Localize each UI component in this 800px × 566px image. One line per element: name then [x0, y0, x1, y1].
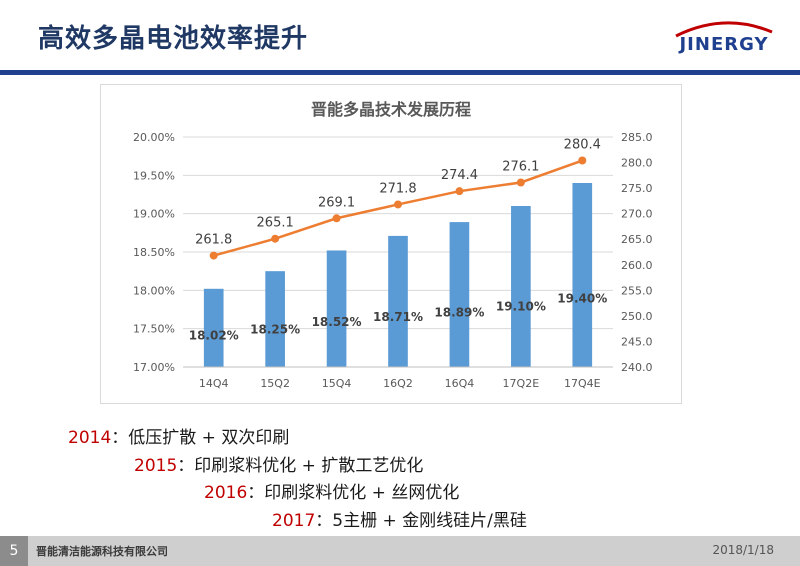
- bar-data-label: 18.89%: [434, 305, 484, 319]
- bar-data-label: 18.52%: [312, 315, 362, 329]
- bar-data-label: 18.02%: [189, 329, 239, 343]
- x-tick-label: 16Q2: [383, 377, 413, 390]
- milestone-year: 2015: [134, 456, 178, 476]
- y-left-tick-label: 17.00%: [133, 361, 175, 374]
- line-data-label: 265.1: [257, 216, 294, 231]
- line-point: [394, 200, 402, 209]
- footer-company: 晋能清洁能源科技有限公司: [36, 545, 168, 558]
- line-series: 261.8 265.1 269.1 271.8 274.4 276.1 280.4: [195, 138, 601, 260]
- line-point: [209, 251, 218, 260]
- footer-date: 2018/1/18: [712, 543, 774, 557]
- x-tick-label: 15Q4: [322, 377, 352, 390]
- page-number: 5: [0, 536, 28, 566]
- y-left-tick-label: 18.00%: [133, 284, 175, 297]
- line-data-label: 271.8: [379, 181, 416, 196]
- line-data-label: 280.4: [564, 138, 601, 153]
- y-right-tick-label: 280.0: [621, 157, 653, 170]
- milestone-2014: 2014：低压扩散 + 双次印刷: [68, 423, 289, 448]
- x-tick-label: 16Q4: [445, 377, 475, 390]
- line-point: [271, 234, 280, 243]
- milestone-year: 2016: [204, 483, 248, 503]
- y-right-tick-label: 255.0: [621, 284, 653, 297]
- bar: [203, 288, 224, 367]
- y-left-tick-label: 17.50%: [133, 323, 175, 336]
- y-left-tick-label: 20.00%: [133, 131, 175, 144]
- y-left-tick-label: 19.50%: [133, 169, 175, 182]
- chart-title: 晋能多晶技术发展历程: [311, 100, 471, 119]
- milestone-2015: 2015：印刷浆料优化 + 扩散工艺优化: [134, 451, 423, 476]
- y-right-tick-label: 265.0: [621, 233, 653, 246]
- milestone-2017: 2017：5主栅 + 金刚线硅片/黑硅: [272, 506, 527, 531]
- milestone-text: ：印刷浆料优化 + 丝网优化: [247, 483, 460, 503]
- y-right-tick-label: 270.0: [621, 208, 653, 221]
- slide-title: 高效多晶电池效率提升: [38, 24, 309, 54]
- line-data-label: 276.1: [502, 159, 539, 174]
- bar: [326, 250, 347, 367]
- y-right-tick-label: 245.0: [621, 335, 653, 348]
- y-right-tick-label: 285.0: [621, 131, 653, 144]
- y-right-tick-label: 275.0: [621, 182, 653, 195]
- y-left-tick-label: 19.00%: [133, 208, 175, 221]
- header-divider: [0, 70, 800, 75]
- line-point: [578, 156, 587, 165]
- bar: [449, 222, 470, 367]
- x-tick-label: 17Q2E: [503, 377, 540, 390]
- bar-data-label: 19.10%: [496, 300, 546, 314]
- milestone-text: ：印刷浆料优化 + 扩散工艺优化: [177, 456, 424, 476]
- line-point: [516, 178, 525, 187]
- x-tick-label: 14Q4: [199, 377, 229, 390]
- footer-bar: 5 晋能清洁能源科技有限公司 2018/1/18: [0, 536, 800, 566]
- bar: [388, 235, 408, 367]
- logo-arc-icon: [675, 21, 773, 38]
- milestone-year: 2017: [272, 511, 316, 531]
- milestone-text: ：5主栅 + 金刚线硅片/黑硅: [315, 511, 527, 531]
- chart-frame: 晋能多晶技术发展历程 18.02% 18.25% 18.52% 18.71% 18.89…: [100, 84, 682, 404]
- line-data-label: 274.4: [441, 168, 478, 183]
- y-right-tick-label: 250.0: [621, 310, 653, 323]
- bar-data-label: 18.71%: [373, 310, 423, 324]
- bar: [265, 271, 285, 367]
- bar: [572, 183, 593, 367]
- x-tick-label: 17Q4E: [564, 377, 601, 390]
- bar-series: 18.02% 18.25% 18.52% 18.71% 18.89% 19.10% 19.4…: [189, 183, 607, 367]
- milestone-2016: 2016：印刷浆料优化 + 丝网优化: [204, 478, 459, 503]
- line-point: [332, 214, 341, 223]
- bar-data-label: 18.25%: [250, 322, 300, 336]
- line-point: [455, 187, 464, 196]
- y-right-tick-label: 240.0: [621, 361, 653, 374]
- milestone-text: ：低压扩散 + 双次印刷: [111, 428, 290, 448]
- axes: 17.00% 17.50% 18.00% 18.50% 19.00% 19.50% 20.0…: [133, 131, 652, 390]
- y-left-tick-label: 18.50%: [133, 246, 175, 259]
- x-tick-label: 15Q2: [260, 377, 290, 390]
- bar: [511, 206, 531, 367]
- bar-data-label: 19.40%: [557, 292, 607, 306]
- line-data-label: 261.8: [195, 233, 232, 248]
- company-logo: JINERGY: [668, 18, 780, 60]
- milestone-year: 2014: [68, 428, 112, 448]
- y-right-tick-label: 260.0: [621, 259, 653, 272]
- efficiency-chart: 晋能多晶技术发展历程 18.02% 18.25% 18.52% 18.71% 18.89…: [133, 100, 652, 390]
- line-data-label: 269.1: [318, 195, 355, 210]
- logo-text: JINERGY: [679, 34, 769, 55]
